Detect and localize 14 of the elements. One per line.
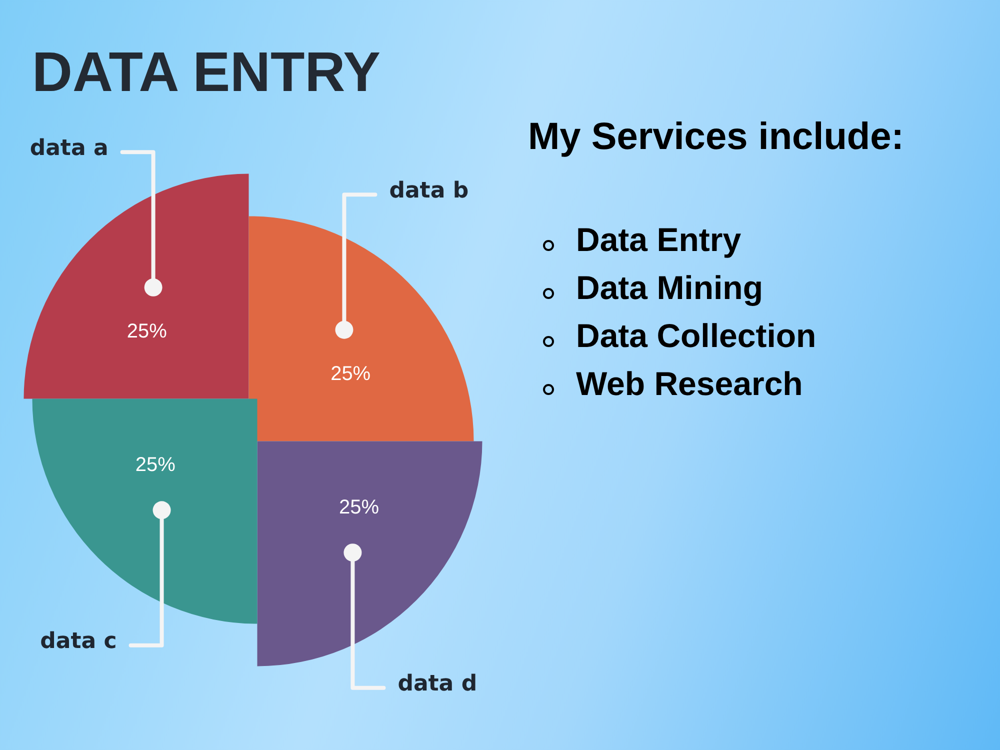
data-label: 25% [339, 496, 380, 519]
data-label: 25% [126, 320, 168, 342]
chart-title: DATA ENTRY [32, 40, 380, 103]
slice-label: data b [389, 178, 469, 204]
text: Data Collection [576, 317, 816, 354]
data-label: 25% [330, 362, 371, 385]
text: Data Entry [576, 221, 742, 258]
slice-label: data a [30, 136, 108, 161]
data-label: 25% [135, 454, 176, 476]
text: Web Research [576, 365, 803, 402]
slice-label: data c [40, 629, 117, 654]
text: Data Mining [576, 269, 763, 306]
text: My Services include: [528, 115, 904, 160]
slice-label: data d [398, 672, 478, 697]
